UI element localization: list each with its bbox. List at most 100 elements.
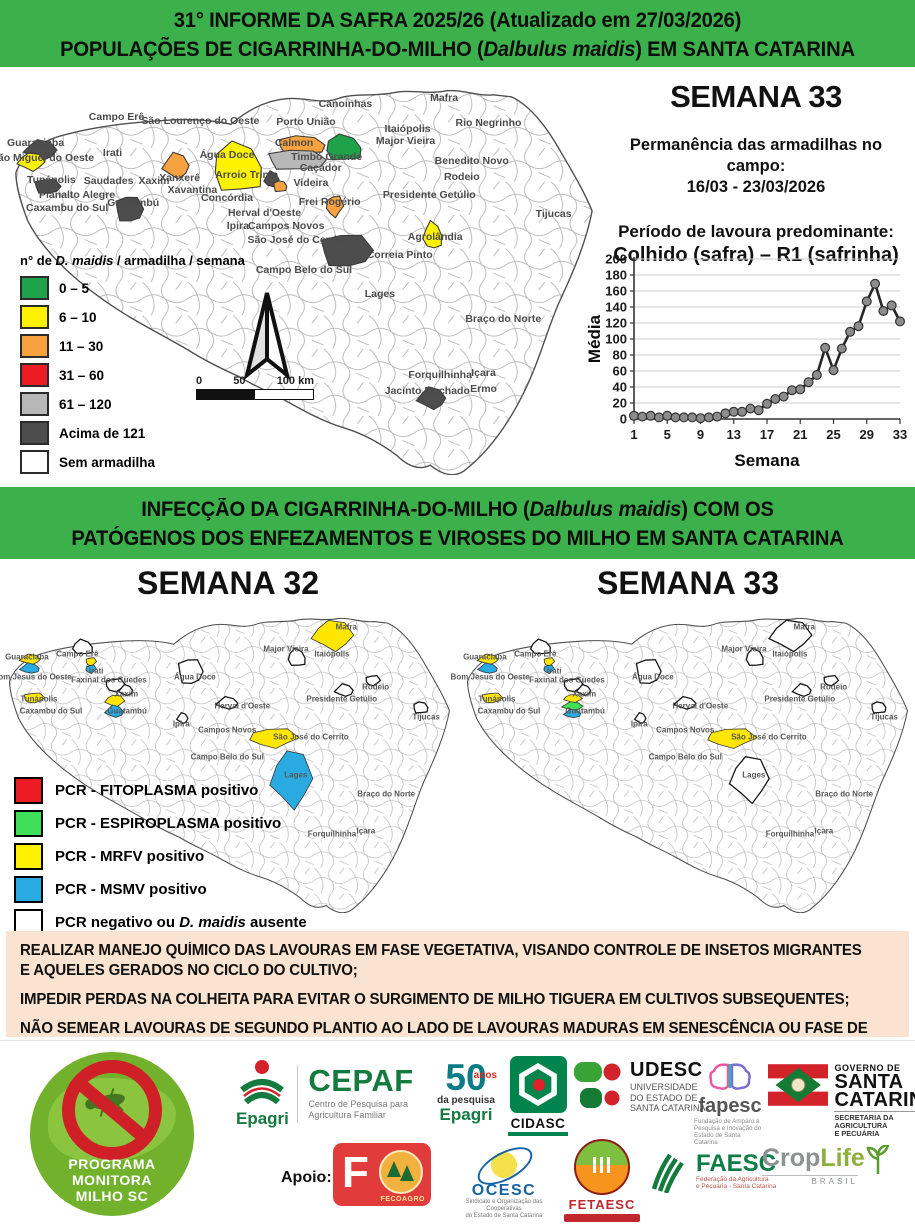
legend-swatch (20, 421, 49, 445)
infection-maps-section: SEMANA 32 SEMANA 33 Guaraciaba Campo Erê B… (0, 559, 915, 936)
croplife-life: Life (820, 1144, 865, 1172)
fecoagro-icon (379, 1150, 423, 1194)
svg-text:21: 21 (793, 427, 807, 442)
udesc-name: UDESC (630, 1059, 703, 1081)
municipality-patch (85, 657, 98, 667)
municipality-patch (103, 704, 124, 718)
municipality-patch (823, 674, 840, 687)
sc-map-svg (467, 617, 909, 913)
svg-text:200: 200 (605, 252, 627, 267)
trap-count-legend: n° de D. maidis / armadilha / semana 0 –… (20, 253, 245, 479)
apoio-label: Apoio: (281, 1169, 332, 1186)
svg-text:17: 17 (760, 427, 774, 442)
ocesc-description: Sindicato e Organização das Cooperativas… (465, 1199, 543, 1219)
report-header: 31° INFORME DA SAFRA 2025/26 (Atualizado… (0, 0, 915, 67)
municipality-patch (214, 140, 262, 191)
legend-label: 11 – 30 (59, 338, 104, 354)
svg-text:13: 13 (727, 427, 741, 442)
fapesc-brain-icon (709, 1063, 751, 1090)
municipality-patch (543, 657, 556, 667)
catarina: CATARINA (834, 1089, 915, 1111)
epagri-50-anos-logo: 50 anos da pesquisa Epagri (427, 1057, 505, 1124)
municipality-patch (18, 653, 42, 666)
municipality-patch (287, 647, 306, 666)
svg-text:40: 40 (613, 380, 627, 395)
municipality-patch (413, 701, 429, 714)
fapesc-name: fapesc (698, 1095, 762, 1117)
legend-label: 61 – 120 (59, 396, 112, 412)
divider (296, 1064, 299, 1123)
weekly-mean-chart: 0 20 40 60 80 100 120 140 160 180 200 1 5 9 13 17 21 25 29… (585, 249, 914, 475)
municipality-patch (707, 728, 758, 749)
cidasc-name: CIDASC (510, 1116, 566, 1131)
fifty-years-sub: da pesquisa (437, 1095, 495, 1106)
municipality-patch (635, 659, 662, 684)
north-arrow-icon (243, 292, 291, 381)
legend-label: Acima de 121 (59, 425, 146, 441)
croplife-brasil: BRASIL (762, 1175, 858, 1186)
municipality-patch (214, 695, 239, 710)
legend-label: PCR negativo ou D. maidis ausente (55, 914, 307, 931)
svg-text:Semana: Semana (734, 451, 800, 470)
legend-swatch (14, 876, 43, 903)
legend-label: PCR - ESPIROPLASMA positivo (55, 815, 282, 832)
legend-label: PCR - FITOPLASMA positivo (55, 782, 259, 799)
governo-de: GOVERNO DE (834, 1063, 901, 1073)
municipality-patch (310, 619, 355, 653)
legend-label: 0 – 5 (59, 280, 90, 296)
semana-33-title: SEMANA 33 (597, 565, 779, 601)
municipality-patch (71, 638, 93, 655)
legend-item: 31 – 60 (20, 363, 245, 387)
svg-text:33: 33 (893, 427, 907, 442)
legend-label: 31 – 60 (59, 367, 105, 383)
fifty-years-number: 50 anos (445, 1057, 497, 1098)
municipality-patch (267, 149, 328, 170)
municipality-patch (562, 694, 583, 704)
cepaf-name: CEPAF (308, 1063, 414, 1098)
legend-label: 6 – 10 (59, 309, 97, 325)
ocesc-logo: OCESC Sindicato e Organização das Cooper… (452, 1139, 556, 1219)
municipality-patch (745, 647, 764, 666)
scale-hundred: 100 km (276, 375, 314, 387)
trap-legend-title: n° de D. maidis / armadilha / semana (20, 253, 245, 268)
logos-footer: PROGRAMA MONITORA MILHO SC Epagri CEPAF … (0, 1040, 915, 1226)
municipality-patch (18, 662, 40, 674)
municipality-patch (728, 756, 770, 805)
municipality-patch (117, 683, 134, 697)
udesc-icon (574, 1062, 621, 1109)
sc-infection-map-week33: Guaraciaba Campo Erê Bom Jesus do Oeste Ira… (451, 611, 912, 913)
santa: SANTA (834, 1071, 904, 1093)
monitora-text: PROGRAMA MONITORA MILHO SC (68, 1156, 156, 1204)
legend-swatch (20, 363, 49, 387)
municipality-patch (16, 152, 46, 173)
municipality-patch (476, 662, 498, 674)
cidasc-logo: CIDASC (508, 1056, 568, 1136)
municipality-patch (175, 711, 189, 725)
legend-swatch (14, 777, 43, 804)
scale-bar-segments (196, 389, 314, 400)
week-info-panel: SEMANA 33 Permanência das armadilhas no … (600, 79, 912, 267)
municipality-patch (871, 701, 887, 714)
governo-sc-logo: GOVERNO DE SANTA CATARINA SECRETARIA DA … (768, 1063, 915, 1138)
scale-fifty: 50 (233, 375, 246, 387)
legend-item: 61 – 120 (20, 392, 245, 416)
crop-period-value: Colhido (safra) – R1 (safrinha) (613, 244, 899, 266)
fapesc-description: Fundação de Amparo à Pesquisa e Inovação… (694, 1118, 762, 1146)
cidasc-icon (509, 1056, 567, 1113)
municipality-patch (575, 683, 592, 697)
week-title: SEMANA 33 (670, 79, 842, 114)
municipality-patch (791, 683, 812, 698)
recommendations-box: REALIZAR MANEJO QUÍMICO DAS LAVOURAS EM … (6, 931, 909, 1057)
pcr-legend-items: PCR - FITOPLASMA positivo PCR - ESPIROPLA… (14, 777, 307, 936)
municipality-patch (249, 728, 300, 749)
croplife-crop: Crop (762, 1144, 821, 1172)
municipality-patch (326, 133, 362, 161)
sc-flag-icon (768, 1064, 829, 1106)
municipality-patch (365, 674, 382, 687)
legend-swatch (20, 450, 49, 474)
trap-permanence-label: Permanência das armadilhas no campo: (629, 136, 883, 175)
municipality-patch (115, 196, 145, 222)
svg-text:29: 29 (860, 427, 874, 442)
municipality-patch (633, 711, 647, 725)
